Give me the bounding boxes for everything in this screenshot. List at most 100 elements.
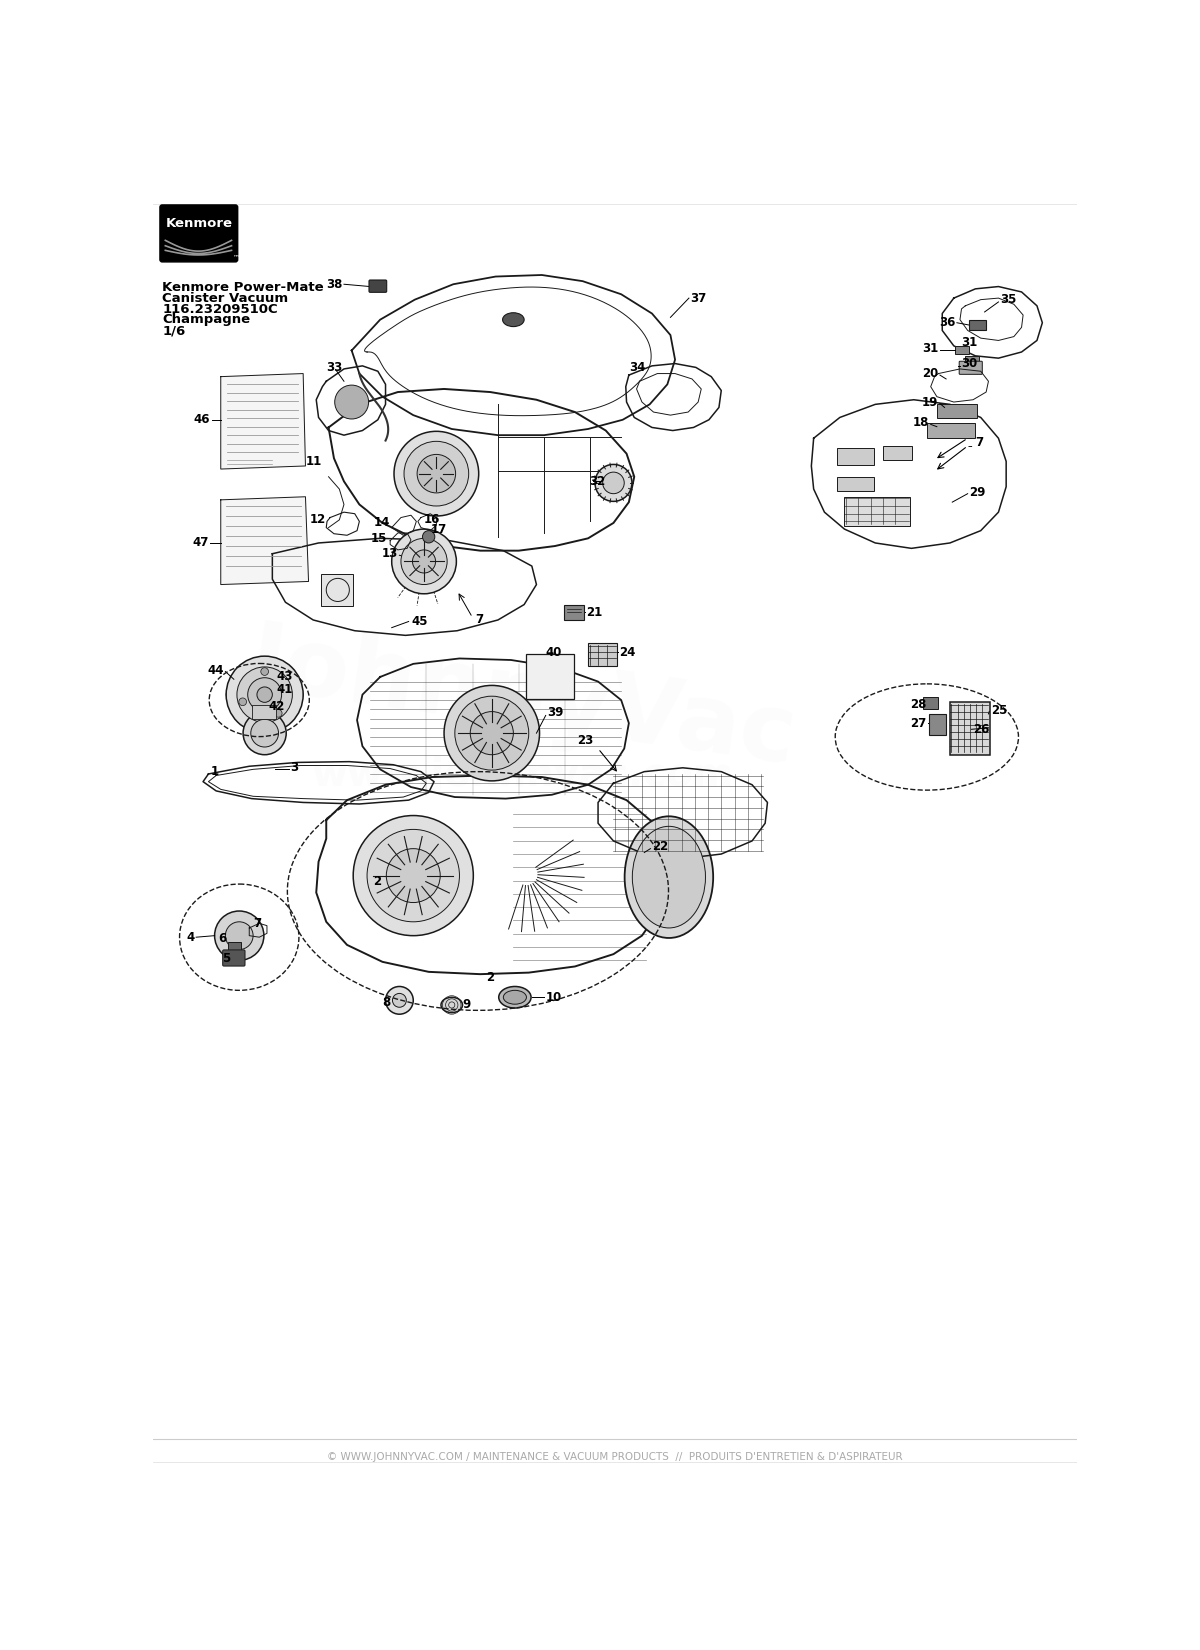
FancyBboxPatch shape (368, 280, 386, 292)
Text: 21: 21 (587, 606, 602, 619)
Text: 31: 31 (922, 342, 938, 355)
Text: 26: 26 (973, 723, 990, 736)
Bar (926, 422, 974, 439)
Text: 17: 17 (431, 523, 446, 536)
Circle shape (353, 815, 473, 936)
Bar (955, 346, 970, 353)
Bar (836, 477, 874, 490)
Bar (320, 574, 353, 606)
Text: 36: 36 (938, 317, 955, 330)
Text: 32: 32 (589, 475, 606, 488)
Text: 11: 11 (306, 455, 323, 469)
Text: 9: 9 (462, 998, 470, 1011)
Text: © WWW.JOHNNYVAC.COM / MAINTENANCE & VACUUM PRODUCTS  //  PRODUITS D'ENTRETIEN & : © WWW.JOHNNYVAC.COM / MAINTENANCE & VACU… (328, 1452, 902, 1462)
Text: 10: 10 (546, 990, 562, 1003)
Circle shape (413, 549, 436, 573)
Text: 6: 6 (218, 932, 226, 945)
Circle shape (422, 531, 434, 543)
FancyBboxPatch shape (959, 361, 983, 375)
Text: 45: 45 (410, 615, 427, 629)
Text: 15: 15 (371, 531, 388, 545)
Polygon shape (221, 497, 308, 584)
Text: 33: 33 (326, 361, 342, 375)
Circle shape (275, 710, 282, 718)
Bar (929, 714, 946, 736)
Circle shape (385, 987, 413, 1015)
Circle shape (391, 530, 456, 594)
Text: 5: 5 (222, 952, 230, 965)
Bar (883, 446, 912, 460)
Circle shape (595, 464, 632, 502)
Text: 40: 40 (546, 645, 562, 658)
Text: www.johnnvac.com: www.johnnvac.com (312, 756, 733, 795)
Text: 116.23209510C: 116.23209510C (162, 302, 278, 315)
Circle shape (392, 993, 407, 1006)
Circle shape (386, 848, 440, 903)
Circle shape (401, 538, 448, 584)
Text: 7: 7 (976, 436, 984, 449)
Circle shape (226, 922, 253, 949)
Ellipse shape (503, 990, 527, 1005)
Ellipse shape (503, 314, 524, 327)
Text: 42: 42 (269, 700, 284, 713)
Text: 38: 38 (326, 277, 342, 290)
FancyBboxPatch shape (160, 205, 238, 262)
Text: 23: 23 (577, 734, 594, 747)
Circle shape (226, 657, 304, 733)
Text: 2: 2 (486, 970, 493, 983)
Bar (937, 404, 977, 417)
Text: 44: 44 (208, 665, 224, 676)
Circle shape (251, 719, 278, 747)
Bar (527, 653, 574, 698)
Text: 31: 31 (961, 337, 978, 350)
Circle shape (260, 668, 269, 675)
Circle shape (244, 711, 287, 754)
Circle shape (367, 830, 460, 922)
Circle shape (239, 698, 246, 706)
Ellipse shape (226, 680, 304, 710)
Bar (950, 703, 990, 754)
Text: 25: 25 (991, 703, 1007, 716)
Bar (252, 705, 276, 718)
Bar (564, 604, 584, 620)
Ellipse shape (499, 987, 532, 1008)
Circle shape (455, 696, 529, 771)
Text: 7: 7 (475, 614, 482, 627)
Circle shape (394, 431, 479, 516)
Circle shape (602, 472, 624, 493)
Text: ™: ™ (233, 254, 240, 259)
Bar (845, 497, 910, 526)
Bar (228, 942, 241, 949)
Bar (588, 644, 617, 667)
Text: 35: 35 (1000, 294, 1016, 307)
Text: Canister Vacuum: Canister Vacuum (162, 292, 288, 305)
Text: 20: 20 (922, 366, 938, 380)
Text: 7: 7 (253, 917, 262, 931)
Text: 22: 22 (652, 840, 668, 853)
Text: 37: 37 (690, 292, 707, 305)
Text: Kenmore Power-Mate: Kenmore Power-Mate (162, 280, 324, 294)
Text: 4: 4 (186, 931, 194, 944)
Circle shape (247, 678, 282, 711)
Circle shape (404, 441, 469, 507)
Text: 12: 12 (310, 513, 326, 526)
Text: Champagne: Champagne (162, 314, 251, 327)
Text: 1: 1 (210, 766, 218, 779)
Text: 28: 28 (911, 698, 926, 711)
Circle shape (418, 454, 456, 493)
Text: 3: 3 (290, 761, 298, 774)
Text: 13: 13 (382, 548, 398, 561)
Polygon shape (221, 373, 306, 469)
Text: 8: 8 (382, 997, 390, 1010)
Text: 1/6: 1/6 (162, 325, 186, 337)
Text: 18: 18 (913, 416, 929, 429)
Text: 41: 41 (276, 683, 293, 696)
Text: 46: 46 (193, 412, 210, 426)
Circle shape (470, 711, 514, 754)
Text: 39: 39 (547, 706, 564, 719)
Text: Kenmore: Kenmore (166, 216, 233, 229)
Text: 24: 24 (619, 645, 636, 658)
Ellipse shape (625, 817, 713, 937)
Text: 43: 43 (276, 670, 293, 683)
Text: 2: 2 (373, 874, 380, 888)
